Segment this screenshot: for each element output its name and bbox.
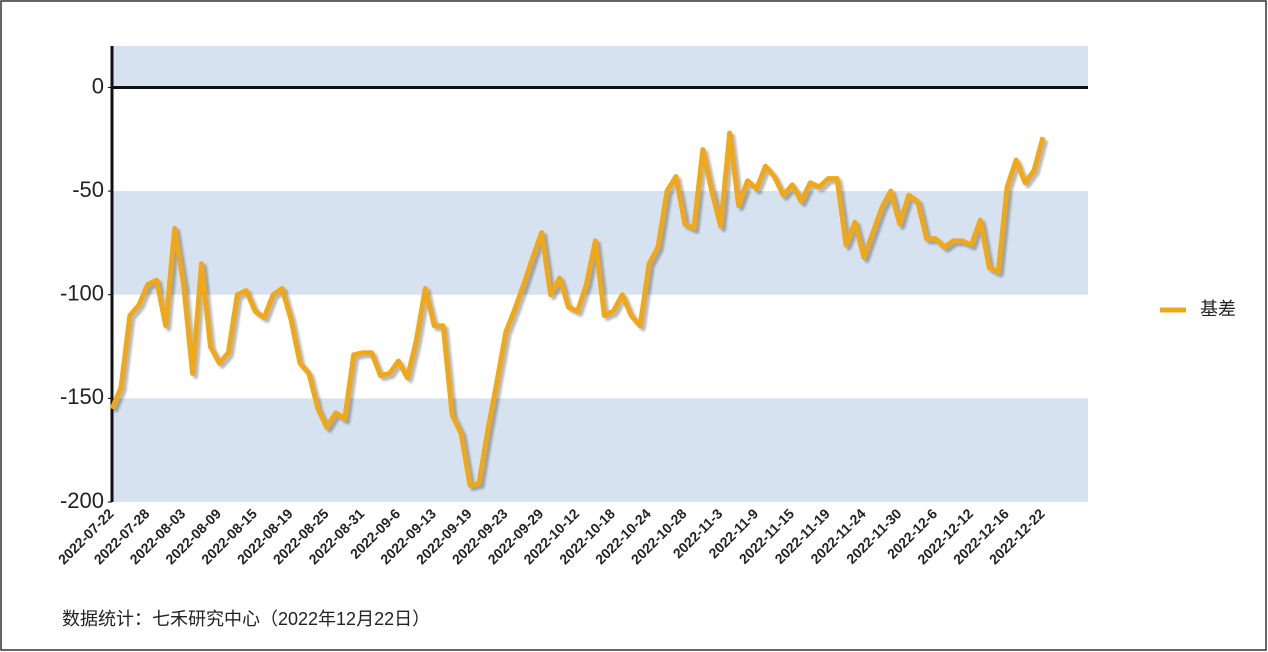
y-tick-label: -200: [60, 488, 104, 513]
y-tick-label: -100: [60, 281, 104, 306]
y-tick-label: 0: [92, 73, 104, 98]
y-tick-label: -50: [72, 177, 104, 202]
band: [112, 46, 1088, 88]
source-note: 数据统计：七禾研究中心（2022年12月22日）: [62, 609, 430, 629]
band: [112, 398, 1088, 502]
y-tick-label: -150: [60, 384, 104, 409]
data-line: [109, 130, 1046, 488]
legend-label: 基差: [1200, 299, 1236, 319]
